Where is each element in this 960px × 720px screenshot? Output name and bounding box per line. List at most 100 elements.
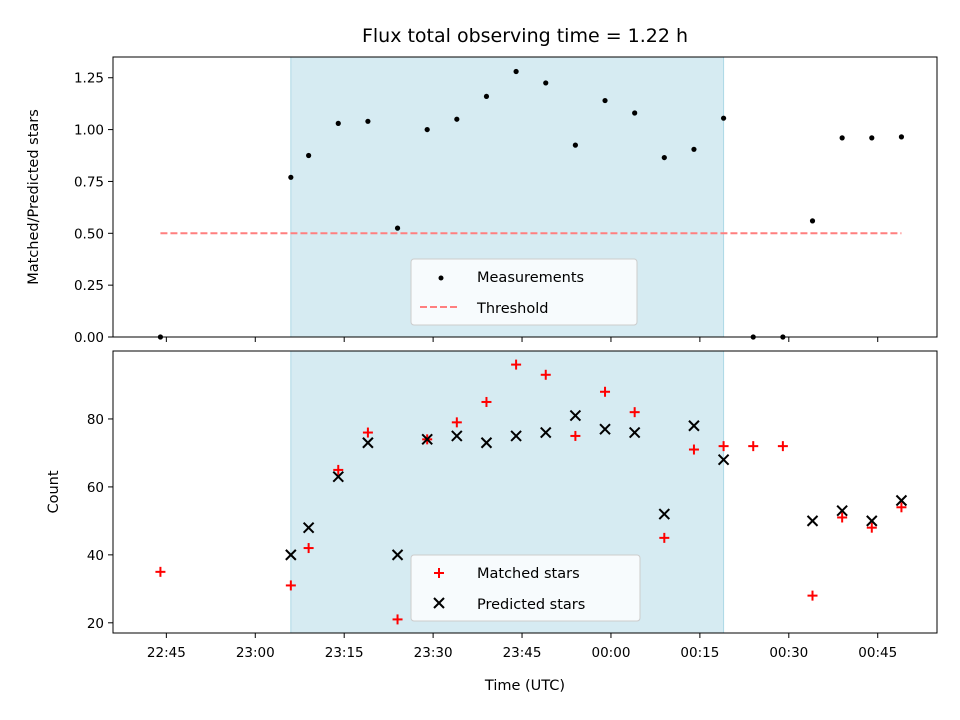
- ratio-panel-frame: [112, 56, 938, 338]
- matched-star-point: [629, 407, 640, 418]
- matched-star-point: [362, 427, 373, 438]
- predicted-star-point: [540, 426, 552, 439]
- measurement-point: [809, 218, 816, 224]
- predicted-star-point: [302, 521, 315, 534]
- matched-star-point: [659, 532, 670, 543]
- measurement-point: [454, 116, 460, 122]
- predicted-star-point: [510, 430, 522, 442]
- measurement-point: [365, 118, 371, 124]
- chart-title: Flux total observing time = 1.22 h: [362, 25, 688, 47]
- predicted-star-point: [806, 515, 819, 527]
- predicted-star-point: [480, 437, 493, 449]
- matched-star-point: [333, 464, 344, 475]
- y-tick-label: 0.50: [74, 226, 104, 242]
- predicted-star-point: [717, 454, 730, 466]
- measurement-point: [288, 174, 294, 180]
- x-axis-label: Time (UTC): [484, 678, 565, 694]
- matched-star-point: [866, 522, 877, 533]
- predicted-star-point: [332, 471, 344, 483]
- measurement-point: [483, 93, 490, 100]
- predicted-star-point: [285, 549, 297, 561]
- legend-predicted-marker: [433, 597, 445, 609]
- legend-measurements-marker: [438, 275, 444, 281]
- matched-star-point: [896, 502, 907, 513]
- predicted-star-point: [688, 420, 700, 432]
- x-tick-label: 23:45: [503, 645, 542, 661]
- matched-star-point: [837, 512, 848, 523]
- x-tick-label: 00:30: [769, 645, 808, 661]
- matched-star-point: [155, 566, 166, 577]
- count-legend-box: [410, 554, 641, 622]
- measurement-point: [661, 154, 667, 161]
- measurement-point: [424, 126, 430, 133]
- matched-star-point: [600, 386, 611, 397]
- y-tick-label: 40: [87, 548, 104, 564]
- ratio-y-axis-label: Matched/Predicted stars: [26, 109, 42, 285]
- matched-star-point: [303, 543, 314, 554]
- count-panel: 22:45 23:00 23:15 23:30 23:45 00:00 00:15 00:30…: [46, 350, 938, 661]
- predicted-star-point: [569, 409, 582, 422]
- predicted-star-point: [866, 515, 878, 527]
- y-tick-label: 80: [87, 412, 104, 428]
- y-tick-label: 0.75: [74, 174, 104, 190]
- legend-threshold-label: Threshold: [476, 301, 548, 317]
- matched-star-point: [718, 441, 729, 452]
- y-tick-label: 1.00: [74, 123, 104, 139]
- y-tick-label: 20: [87, 616, 104, 632]
- legend-matched-marker: [434, 568, 444, 578]
- matched-star-point: [511, 359, 522, 370]
- x-tick-label: 23:00: [236, 645, 275, 661]
- matched-star-point: [748, 441, 759, 452]
- legend-matched-label: Matched stars: [477, 566, 580, 582]
- matched-star-point: [688, 444, 699, 455]
- predicted-star-point: [362, 437, 374, 449]
- predicted-star-point: [628, 426, 641, 439]
- predicted-star-point: [836, 504, 848, 517]
- matched-star-point: [285, 580, 296, 591]
- predicted-star-point: [599, 423, 611, 435]
- measurement-point: [543, 80, 549, 86]
- measurement-point: [335, 120, 341, 126]
- y-tick-label: 1.25: [74, 71, 104, 87]
- measurement-point: [513, 68, 519, 75]
- legend-measurements-label: Measurements: [477, 270, 584, 286]
- measurement-point: [898, 134, 905, 140]
- count-legend: Matched stars Predicted stars: [410, 554, 641, 622]
- x-tick-label: 00:45: [858, 645, 897, 661]
- predicted-star-point: [658, 508, 671, 520]
- y-tick-label: 60: [87, 480, 104, 496]
- matched-star-point: [570, 430, 581, 441]
- predicted-star-point: [421, 433, 433, 446]
- measurement-point: [394, 225, 401, 231]
- count-panel-frame: [112, 350, 938, 634]
- matched-star-point: [451, 417, 462, 428]
- matched-star-point: [392, 614, 403, 625]
- measurement-point: [869, 135, 875, 141]
- ratio-legend-box: [410, 258, 638, 326]
- matched-star-point: [481, 396, 492, 407]
- x-tick-label: 00:15: [680, 645, 719, 661]
- measurement-point: [839, 135, 845, 141]
- predicted-star-point: [895, 494, 908, 507]
- measurement-point: [306, 152, 312, 159]
- count-y-axis-label: Count: [46, 470, 62, 513]
- y-tick-label: 0.25: [74, 278, 104, 294]
- predicted-star-point: [391, 549, 404, 561]
- measurement-point: [691, 146, 697, 152]
- measurement-point: [602, 97, 608, 104]
- x-tick-label: 23:15: [325, 645, 364, 661]
- y-tick-label: 0.00: [74, 330, 104, 346]
- x-tick-label: 00:00: [592, 645, 631, 661]
- legend-predicted-label: Predicted stars: [477, 597, 585, 613]
- x-tick-label: 22:45: [147, 645, 186, 661]
- measurement-point: [632, 110, 638, 116]
- ratio-panel: 0.00 0.25 0.50 0.75 1.00 1.25 Matched/Predict…: [26, 56, 938, 346]
- matched-star-point: [807, 590, 818, 601]
- measurement-point: [572, 142, 578, 148]
- matched-star-point: [777, 441, 788, 452]
- ratio-legend: Measurements Threshold: [410, 258, 638, 326]
- predicted-star-point: [451, 430, 463, 442]
- matched-star-point: [540, 369, 551, 380]
- measurement-point: [720, 115, 727, 121]
